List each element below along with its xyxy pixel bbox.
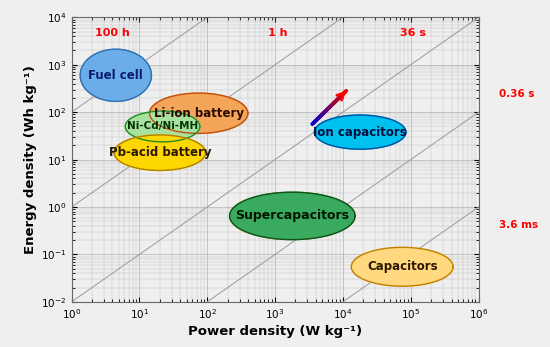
Polygon shape <box>351 247 453 286</box>
Polygon shape <box>125 111 200 142</box>
Text: Capacitors: Capacitors <box>367 260 437 273</box>
Polygon shape <box>80 49 151 101</box>
Y-axis label: Energy density (Wh kg⁻¹): Energy density (Wh kg⁻¹) <box>24 65 37 254</box>
Text: Ion capacitors: Ion capacitors <box>314 126 407 138</box>
Text: 36 s: 36 s <box>400 28 426 38</box>
Text: 100 h: 100 h <box>95 28 129 38</box>
Text: Ni-Cd/Ni-MH: Ni-Cd/Ni-MH <box>127 121 198 132</box>
Polygon shape <box>229 192 355 240</box>
Polygon shape <box>114 135 206 170</box>
Text: Pb-acid battery: Pb-acid battery <box>108 146 211 159</box>
Text: Fuel cell: Fuel cell <box>89 69 143 82</box>
X-axis label: Power density (W kg⁻¹): Power density (W kg⁻¹) <box>188 325 362 338</box>
Polygon shape <box>315 115 406 149</box>
Text: 0.36 s: 0.36 s <box>499 89 535 99</box>
Text: Li-ion battery: Li-ion battery <box>153 107 244 120</box>
Polygon shape <box>150 93 248 133</box>
Text: Supercapacitors: Supercapacitors <box>235 210 349 222</box>
Text: 1 h: 1 h <box>268 28 288 38</box>
Text: 3.6 ms: 3.6 ms <box>499 220 538 230</box>
